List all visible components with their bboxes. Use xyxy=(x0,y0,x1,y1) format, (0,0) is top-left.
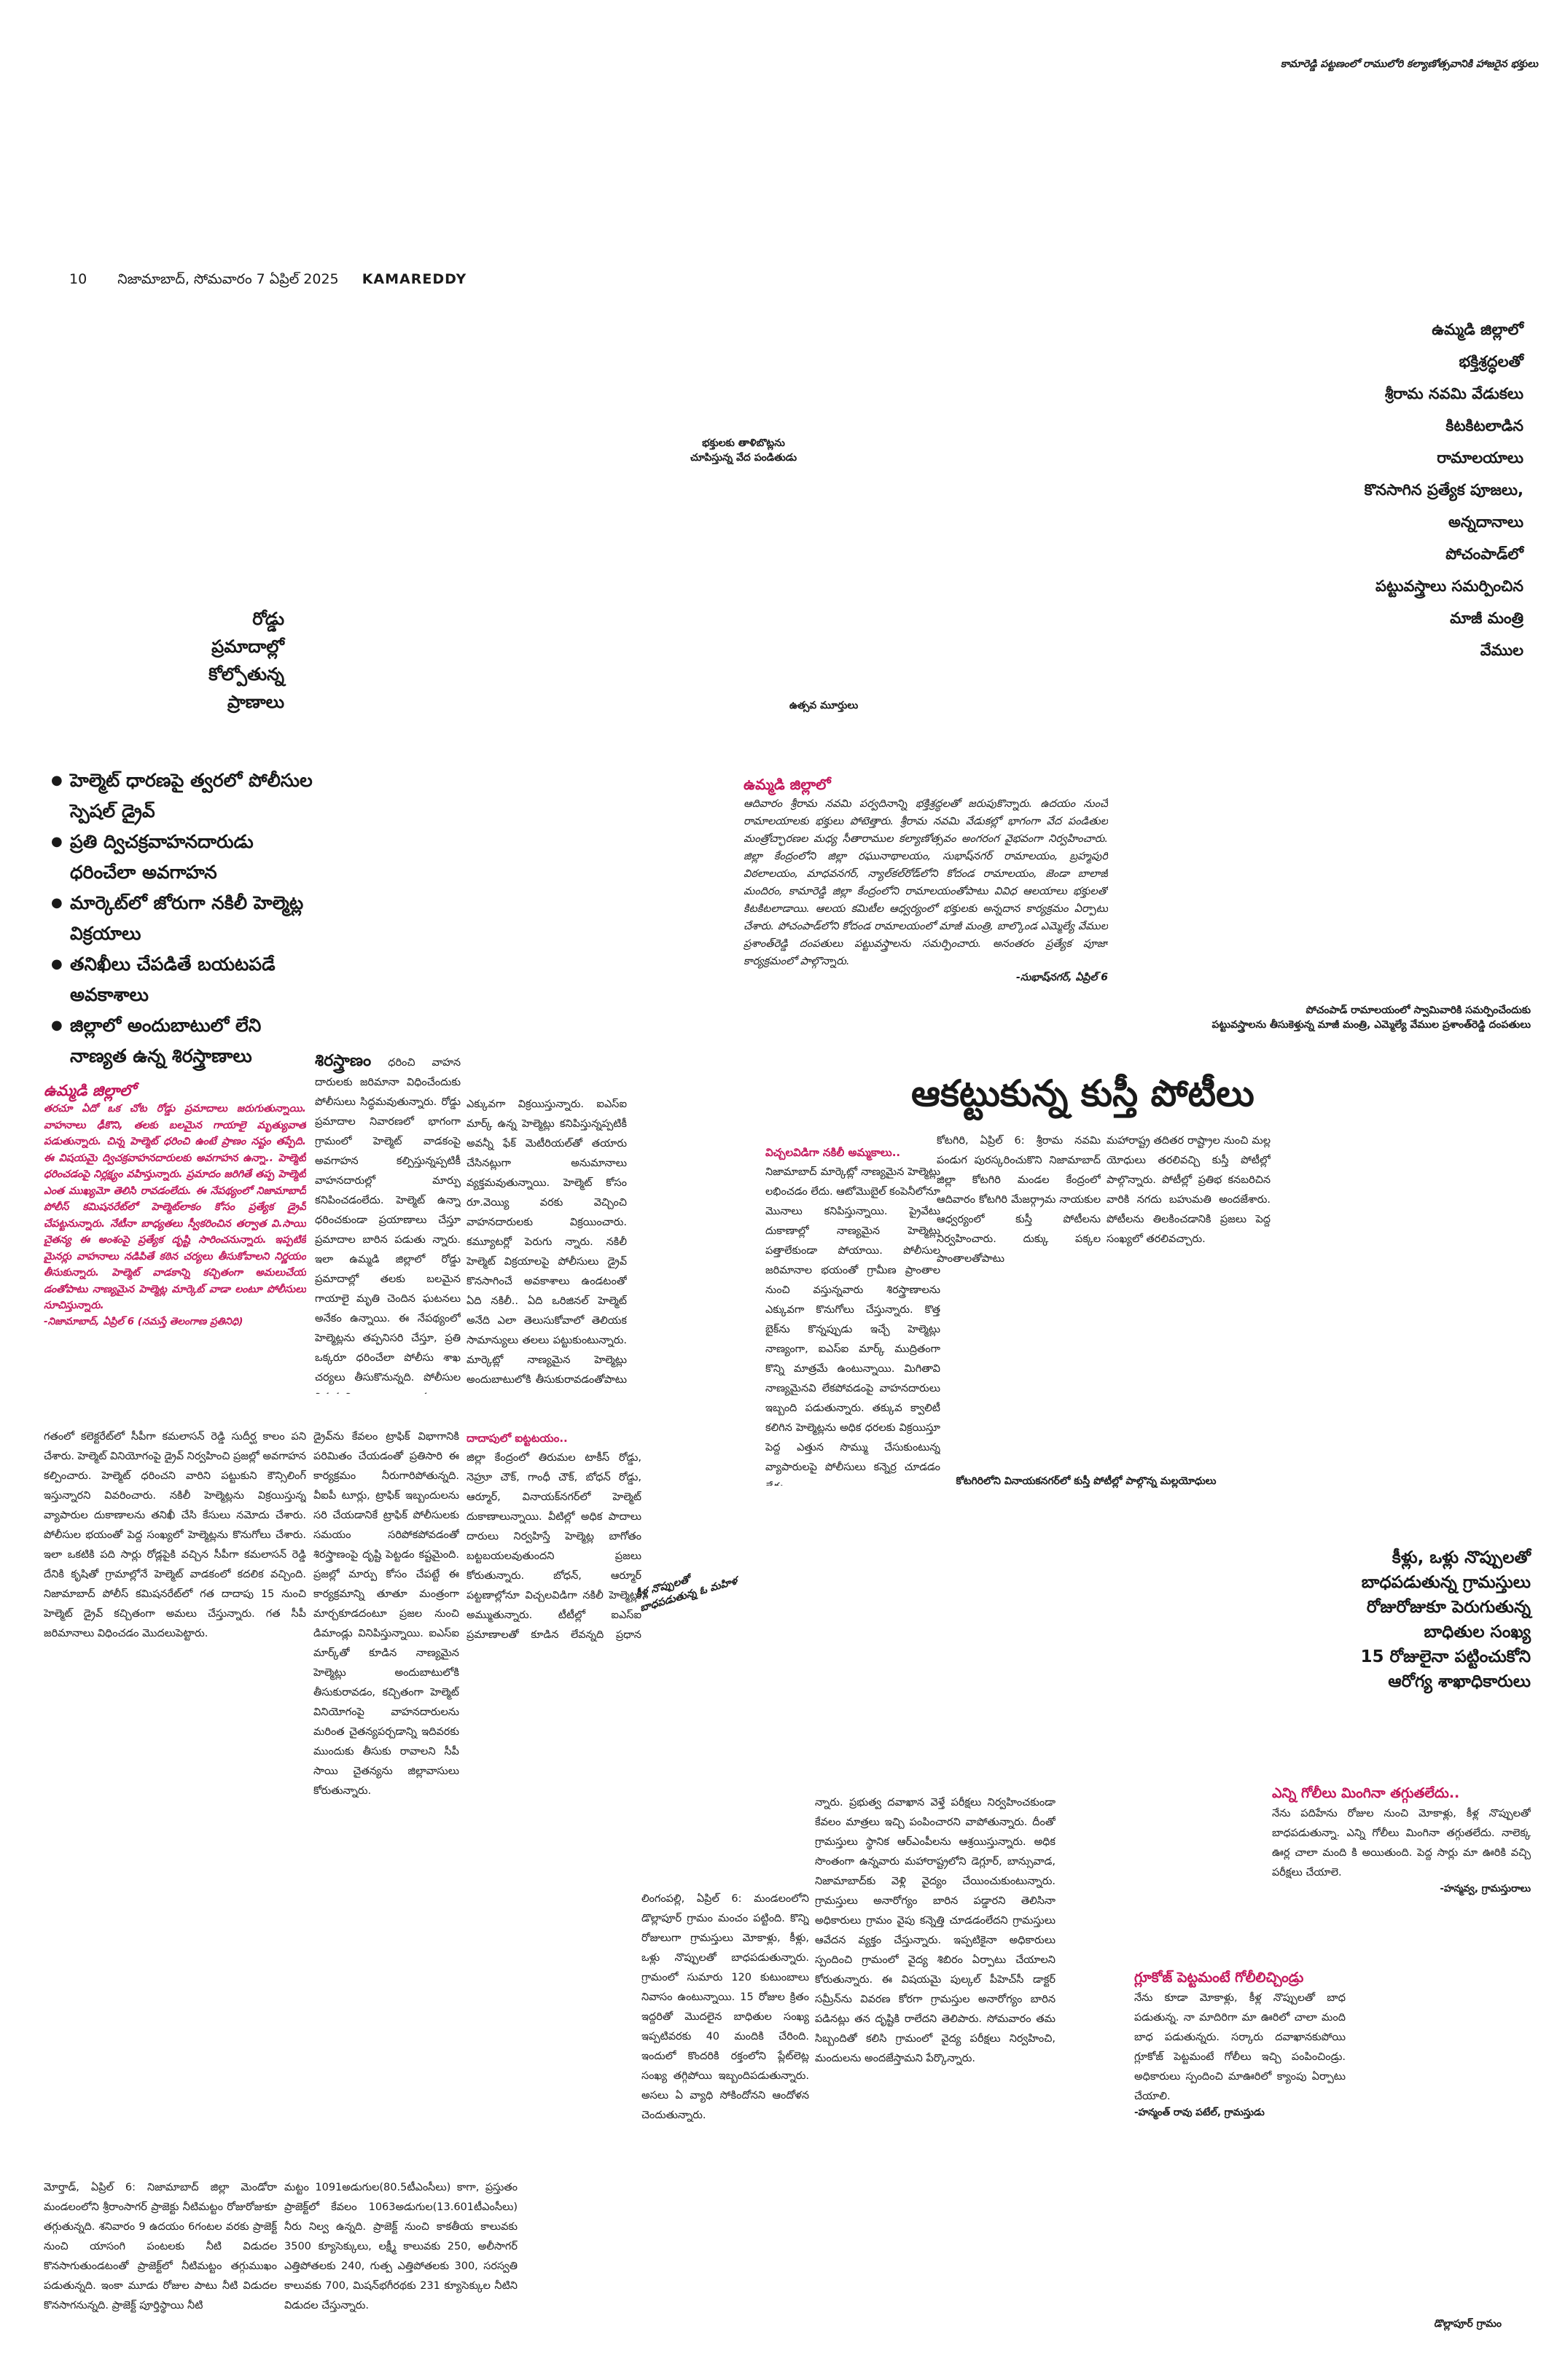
health-headline-line: కీళ్లు, ఒళ్లు నొప్పులతో xyxy=(1392,1548,1531,1567)
roads-lead: ఉమ్మడి జిల్లాలో తరచూ ఏదో ఒక చోట రోడ్డు ప… xyxy=(44,1066,306,1372)
roads-bullet: తనిఖీలు చేపడితే బయటపడే అవకాశాలు xyxy=(51,949,313,1010)
rama-story-body: ఉమ్మడి జిల్లాలో ఆదివారం శ్రీరామ నవమి పర్… xyxy=(744,758,1108,986)
roads-col2: శిరస్త్రాణం ధరించి వాహన దారులకు జరిమానా … xyxy=(315,1051,461,1394)
roads-col3: ఎక్కువగా విక్రయిస్తున్నారు. ఐఎస్‌ఐ మార్క… xyxy=(467,1095,627,1394)
rama-headline-line: వేముల xyxy=(1480,641,1523,659)
health-headline: కీళ్లు, ఒళ్లు నొప్పులతో బాధపడుతున్న గ్రా… xyxy=(1239,1545,1531,1694)
roads-headline-line: ప్రాణాలు xyxy=(227,692,284,712)
wrestling-col2: మహారాష్ట్ర తదితర రాష్ట్రాల నుంచి మల్ల యో… xyxy=(1107,1131,1271,1263)
roads-bottom1: గతంలో కలెక్టరేట్‌లో సీపీగా కమలాసన్ రెడ్డ… xyxy=(44,1427,306,1850)
wrestling-headline: ఆకట్టుకున్న కుస్తీ పోటీలు xyxy=(911,1072,1254,1115)
water-col1: మోర్తాడ్, ఏప్రిల్ 6: నిజామాబాద్ జిల్లా మ… xyxy=(44,2178,277,2360)
rama-headline: ఉమ్మడి జిల్లాలో భక్తిశ్రద్ధలతో శ్రీరామ న… xyxy=(1283,313,1523,666)
rama-headline-line: కిటకిటలాడిన xyxy=(1445,417,1523,434)
roads-lead-text: తరచూ ఏదో ఒక చోట రోడ్డు ప్రమాదాలు జరుగుతు… xyxy=(44,1103,306,1311)
roads-bottom2-text: డ్రైవ్‌ను కేవలం ట్రాఫిక్ విభాగానికి పరిమ… xyxy=(313,1431,459,1797)
photo-caption-wrestling: కోటగిరిలోని వినాయకనగర్‌లో కుస్తీ పోటీల్ల… xyxy=(956,1475,1217,1487)
roads-dateline: ఉమ్మడి జిల్లాలో xyxy=(44,1081,136,1099)
rama-body-text: ఆదివారం శ్రీరామ నవమి పర్వదినాన్ని భక్తిశ… xyxy=(744,798,1108,967)
photo-caption-devotees: భక్తులకు తాళిబొట్లను చూపిస్తున్న వేద పండ… xyxy=(634,436,853,465)
quote1-body: నేను పదిహేను రోజుల నుంచి మోకాళ్లు, కీళ్ల… xyxy=(1272,1808,1531,1878)
rama-sign: -సుభాష్‌నగర్, ఏప్రిల్ 6 xyxy=(1016,972,1108,983)
quote2-head: గ్లూకోజ్ పెట్టమంటే గోలీలిచ్చిండ్రు xyxy=(1134,1970,1304,1986)
health-col2: న్నారు. ప్రభుత్వ దవాఖాన వెళ్తే పరీక్షలు … xyxy=(815,1793,1055,2114)
quote2-sign: -హన్మంత్ రావు పటేల్, గ్రామస్తుడు xyxy=(1134,2107,1265,2118)
rama-headline-line: భక్తిశ్రద్ధలతో xyxy=(1459,353,1523,370)
folio: 10 నిజామాబాద్, సోమవారం 7 ఏప్రిల్ 2025 KA… xyxy=(69,271,536,291)
health-headline-line: 15 రోజులైనా పట్టించుకోని xyxy=(1360,1647,1531,1666)
roads-sign: -నిజామాబాద్, ఏప్రిల్ 6 (నమస్తే తెలంగాణ ప… xyxy=(44,1315,243,1327)
rama-headline-line: శ్రీరామ నవమి వేడుకలు xyxy=(1384,385,1523,402)
roads-bottom3-text: జిల్లా కేంద్రంలో తిరుమల టాకీస్ రోడ్డు, న… xyxy=(467,1452,641,1641)
rama-dateline: ఉమ్మడి జిల్లాలో xyxy=(744,776,831,793)
rama-headline-line: రామాలయాలు xyxy=(1437,449,1523,467)
rama-headline-line: కొనసాగిన ప్రత్యేక పూజలు, xyxy=(1364,481,1523,499)
quote2-body: నేను కూడా మోకాళ్లు, కీళ్ల నొప్పులతో బాధ … xyxy=(1134,1992,1346,2102)
running-head: కామారెడ్డి పట్టణంలో రాములోరి కల్యాణోత్సవ… xyxy=(1280,58,1538,70)
water-col1-text: మోర్తాడ్, ఏప్రిల్ 6: నిజామాబాద్ జిల్లా మ… xyxy=(44,2182,277,2311)
roads-bullet: ప్రతి ద్విచక్రవాహనదారుడు ధరించేలా అవగాహన xyxy=(51,827,313,888)
rama-headline-line: పోచంపాడ్‌లో xyxy=(1445,545,1523,563)
roads-bullet: జిల్లాలో అందుబాటులో లేని నాణ్యత ఉన్న శిర… xyxy=(51,1010,313,1072)
roads-bottom1-text: గతంలో కలెక్టరేట్‌లో సీపీగా కమలాసన్ రెడ్డ… xyxy=(44,1431,306,1639)
caption-line: పట్టువస్త్రాలను తీసుకెళ్తున్న మాజీ మంత్ర… xyxy=(1211,1019,1531,1031)
health-col2-text: న్నారు. ప్రభుత్వ దవాఖాన వెళ్తే పరీక్షలు … xyxy=(815,1797,1055,2064)
rama-headline-line: అన్నదానాలు xyxy=(1448,513,1523,531)
health-col1: లింగంపల్లి, ఏప్రిల్ 6: మండలంలోని డొల్లాప… xyxy=(641,1889,809,2123)
water-col2-text: మట్టం 1091అడుగుల(80.5టీఎంసీలు) కాగా, ప్ర… xyxy=(284,2182,518,2311)
health-headline-line: బాధితుల సంఖ్య xyxy=(1424,1623,1531,1642)
caption-line: చూపిస్తున్న వేద పండితుడు xyxy=(690,452,797,464)
roads-col3-text: ఎక్కువగా విక్రయిస్తున్నారు. ఐఎస్‌ఐ మార్క… xyxy=(467,1099,627,1386)
photo-caption-village: డొల్లాపూర్ గ్రామం xyxy=(1434,2318,1502,2330)
health-headline-line: బాధపడుతున్న గ్రామస్తులు xyxy=(1361,1573,1531,1592)
roads-col4: విచ్చలవిడిగా నకిలీ అమ్మకాలు.. నిజామాబాద్… xyxy=(765,1143,940,1486)
edition: KAMAREDDY xyxy=(362,271,467,287)
health-headline-line: ఆరోగ్య శాఖాధికారులు xyxy=(1388,1672,1531,1691)
roads-sub2: విచ్చలవిడిగా నకిలీ అమ్మకాలు.. xyxy=(765,1146,901,1159)
photo-caption-idols: ఉత్సవ మూర్తులు xyxy=(789,700,859,711)
roads-col4-text: నిజామాబాద్ మార్కెట్లో నాణ్యమైన హెల్మెట్ల… xyxy=(765,1166,940,1486)
quote1-sign: -హన్మవ్వ, గ్రామస్తురాలు xyxy=(1440,1883,1531,1895)
rama-headline-line: పట్టువస్త్రాలు సమర్పించిన xyxy=(1375,577,1523,595)
roads-bullets: హెల్మెట్ ధారణపై త్వరలో పోలీసుల స్పెషల్ డ… xyxy=(51,765,313,1072)
health-quote1: ఎన్ని గోలీలు మింగినా తగ్గుతలేదు.. నేను ప… xyxy=(1272,1782,1531,1897)
roads-bullet: మార్కెట్‌లో జోరుగా నకిలీ హెల్మెట్ల విక్ర… xyxy=(51,888,313,949)
wrestling-col2-text: మహారాష్ట్ర తదితర రాష్ట్రాల నుంచి మల్ల యో… xyxy=(1107,1135,1271,1245)
roads-col2-text: ధరించి వాహన దారులకు జరిమానా విధించేందుకు… xyxy=(315,1057,461,1394)
health-headline-line: రోజురోజుకూ పెరుగుతున్న xyxy=(1366,1598,1531,1617)
roads-bullet: హెల్మెట్ ధారణపై త్వరలో పోలీసుల స్పెషల్ డ… xyxy=(51,765,313,827)
roads-headline: రోడ్డు ప్రమాదాల్లో కోల్పోతున్న ప్రాణాలు xyxy=(138,605,284,716)
caption-line: భక్తులకు తాళిబొట్లను xyxy=(702,437,785,449)
roads-sub3: దాదాపులో ఐట్టటయం.. xyxy=(467,1432,568,1445)
roads-headline-line: రోడ్డు xyxy=(252,609,284,629)
dateline: నిజామాబాద్, సోమవారం 7 ఏప్రిల్ 2025 xyxy=(117,271,339,287)
rama-headline-line: మాజీ మంత్రి xyxy=(1450,609,1523,627)
roads-bottom3: దాదాపులో ఐట్టటయం.. జిల్లా కేంద్రంలో తిరు… xyxy=(467,1429,641,1647)
water-col2: మట్టం 1091అడుగుల(80.5టీఎంసీలు) కాగా, ప్ర… xyxy=(284,2178,518,2360)
quote1-head: ఎన్ని గోలీలు మింగినా తగ్గుతలేదు.. xyxy=(1272,1785,1460,1801)
roads-bottom2: డ్రైవ్‌ను కేవలం ట్రాఫిక్ విభాగానికి పరిమ… xyxy=(313,1427,459,1850)
wrestling-col1: కోటగిరి, ఏప్రిల్ 6: శ్రీరామ నవమి పండుగ ప… xyxy=(937,1131,1101,1263)
page-number: 10 xyxy=(69,271,87,287)
roads-headline-line: ప్రమాదాల్లో xyxy=(211,636,284,657)
rama-headline-line: ఉమ్మడి జిల్లాలో xyxy=(1432,321,1523,338)
caption-line: పోచంపాడ్ రామాలయంలో స్వామివారికి సమర్పించ… xyxy=(1306,1004,1531,1016)
roads-sub1: శిరస్త్రాణం xyxy=(315,1052,372,1070)
photo-caption-patient: కీళ్ల నొప్పులతో బాధపడుతున్న ఓ మహిళ xyxy=(634,1573,739,1615)
roads-headline-line: కోల్పోతున్న xyxy=(208,664,284,684)
photo-caption-minister: పోచంపాడ్ రామాలయంలో స్వామివారికి సమర్పించ… xyxy=(1006,1003,1531,1032)
wrestling-col1-text: కోటగిరి, ఏప్రిల్ 6: శ్రీరామ నవమి పండుగ ప… xyxy=(937,1135,1101,1263)
health-col1-text: లింగంపల్లి, ఏప్రిల్ 6: మండలంలోని డొల్లాప… xyxy=(641,1893,809,2121)
health-quote2: గ్లూకోజ్ పెట్టమంటే గోలీలిచ్చిండ్రు నేను … xyxy=(1134,1967,1346,2120)
